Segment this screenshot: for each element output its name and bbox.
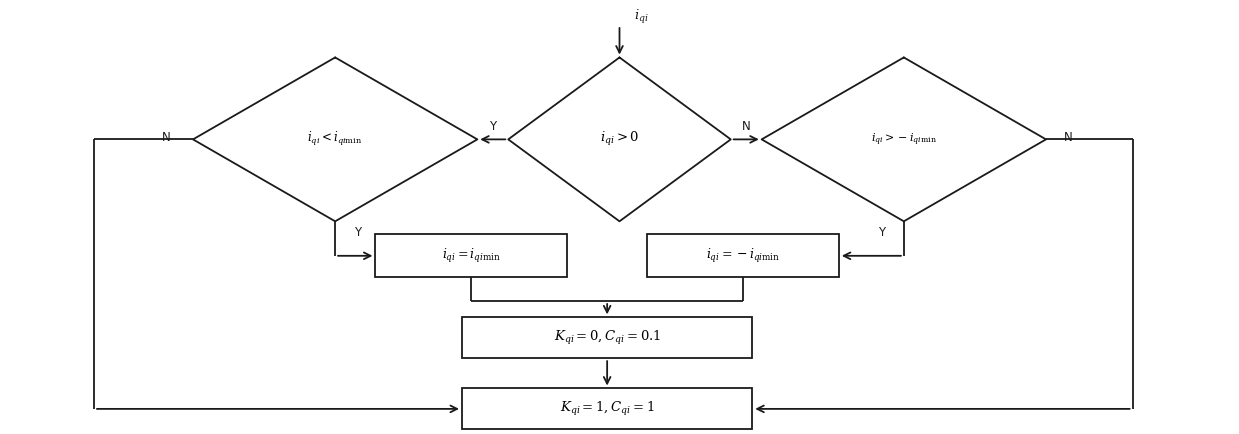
Bar [462,317,752,358]
Text: Y: Y [878,226,885,239]
Text: $K_{qi} = 1, C_{qi} = 1$: $K_{qi} = 1, C_{qi} = 1$ [560,400,654,418]
Text: Y: Y [354,226,361,239]
Text: $i_{qi} = i_{qi\mathrm{min}}$: $i_{qi} = i_{qi\mathrm{min}}$ [441,247,501,265]
Text: $K_{qi} = 0, C_{qi} = 0.1$: $K_{qi} = 0, C_{qi} = 0.1$ [554,329,660,347]
Text: $i_{qi} > -i_{qi\mathrm{min}}$: $i_{qi} > -i_{qi\mathrm{min}}$ [871,131,937,148]
Text: Y: Y [489,120,497,133]
Text: N: N [161,131,170,144]
Text: N: N [1064,131,1073,144]
Bar [647,234,839,277]
Text: $i_{qi} > 0$: $i_{qi} > 0$ [600,130,639,148]
Bar [462,388,752,429]
Text: $i_{qi}$: $i_{qi}$ [634,8,649,26]
Text: N: N [742,120,751,133]
Text: $i_{qi} < i_{qi\mathrm{min}}$: $i_{qi} < i_{qi\mathrm{min}}$ [307,130,363,148]
Text: $i_{qi} = -i_{qi\mathrm{min}}$: $i_{qi} = -i_{qi\mathrm{min}}$ [706,247,781,265]
Bar [375,234,567,277]
